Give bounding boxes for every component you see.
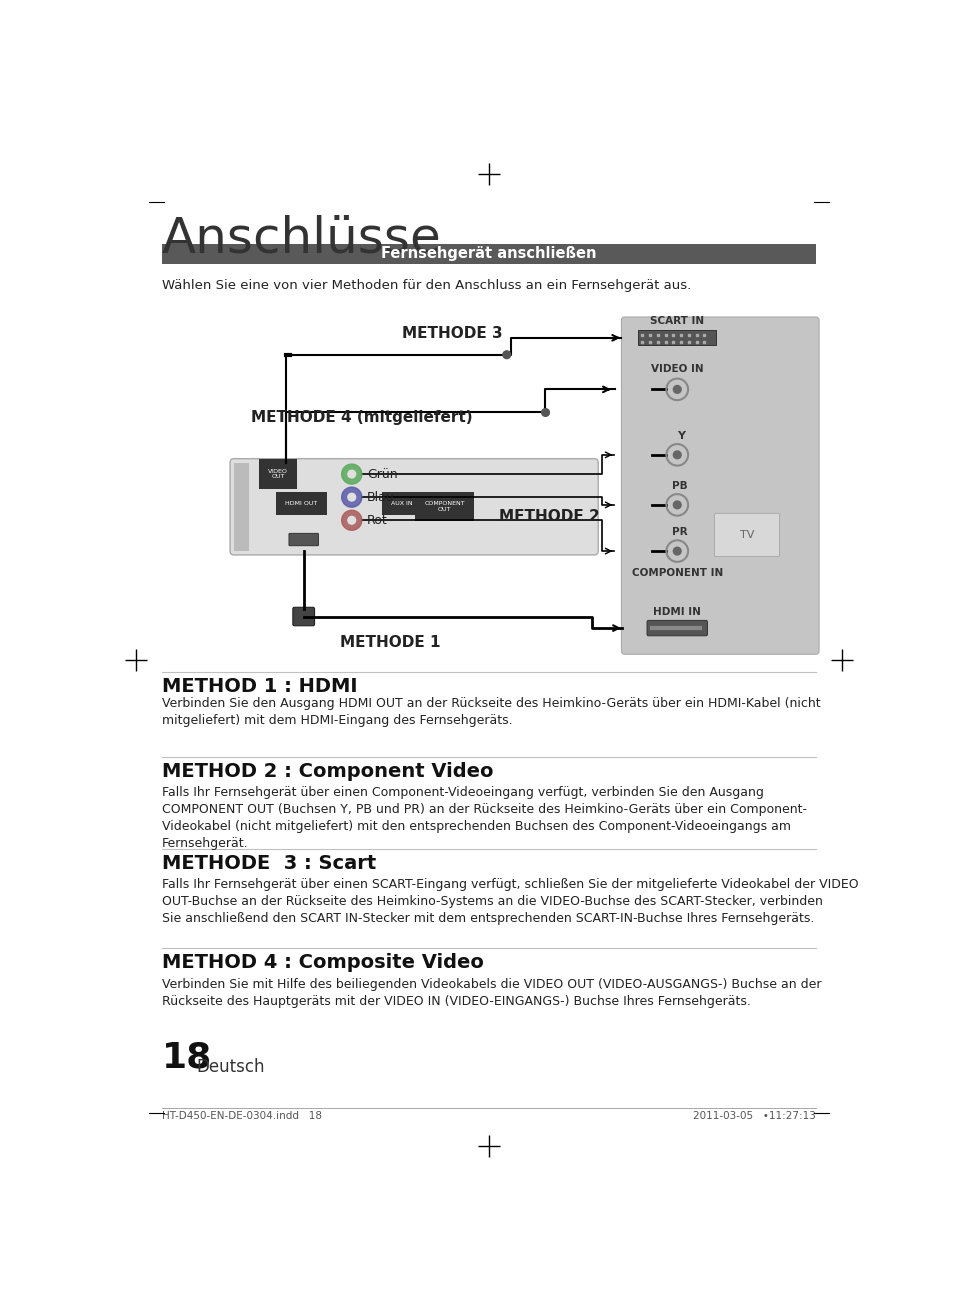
FancyBboxPatch shape xyxy=(293,608,314,626)
Circle shape xyxy=(502,350,510,358)
Text: METHODE 3: METHODE 3 xyxy=(402,325,502,341)
Text: Rot: Rot xyxy=(367,514,388,527)
Text: Verbinden Sie mit Hilfe des beiliegenden Videokabels die VIDEO OUT (VIDEO-AUSGAN: Verbinden Sie mit Hilfe des beiliegenden… xyxy=(162,979,821,1009)
Text: METHODE 1: METHODE 1 xyxy=(340,635,440,650)
Text: VIDEO IN: VIDEO IN xyxy=(650,363,702,374)
Text: TV: TV xyxy=(739,529,754,540)
Text: VIDEO
OUT: VIDEO OUT xyxy=(268,469,288,480)
Circle shape xyxy=(341,488,361,507)
Text: Verbinden Sie den Ausgang HDMI OUT an der Rückseite des Heimkino-Geräts über ein: Verbinden Sie den Ausgang HDMI OUT an de… xyxy=(162,698,820,728)
FancyBboxPatch shape xyxy=(289,533,318,546)
Bar xyxy=(638,331,716,345)
Bar xyxy=(162,244,815,264)
Text: Fernsehgerät anschließen: Fernsehgerät anschließen xyxy=(381,246,596,261)
Bar xyxy=(233,463,249,552)
Circle shape xyxy=(673,501,680,508)
Text: HT-D450-EN-DE-0304.indd   18: HT-D450-EN-DE-0304.indd 18 xyxy=(162,1111,321,1121)
Text: HDMI IN: HDMI IN xyxy=(653,608,700,617)
Text: COMPONENT IN: COMPONENT IN xyxy=(631,569,722,578)
Circle shape xyxy=(673,451,680,459)
Text: Grün: Grün xyxy=(367,468,397,481)
Text: SCART IN: SCART IN xyxy=(650,316,703,327)
Text: METHOD 1 : HDMI: METHOD 1 : HDMI xyxy=(162,677,357,697)
Text: METHODE 2: METHODE 2 xyxy=(498,508,599,524)
Text: COMPONENT
OUT: COMPONENT OUT xyxy=(424,501,464,512)
FancyBboxPatch shape xyxy=(620,318,819,655)
Text: PB: PB xyxy=(671,481,687,491)
Circle shape xyxy=(348,493,355,501)
Text: Blau: Blau xyxy=(367,490,395,503)
Circle shape xyxy=(348,516,355,524)
Text: Falls Ihr Fernsehgerät über einen SCART-Eingang verfügt, schließen Sie der mitge: Falls Ihr Fernsehgerät über einen SCART-… xyxy=(162,878,858,925)
Text: Y: Y xyxy=(677,431,684,440)
Text: METHODE  3 : Scart: METHODE 3 : Scart xyxy=(162,855,375,873)
Text: Falls Ihr Fernsehgerät über einen Component-Videoeingang verfügt, verbinden Sie : Falls Ihr Fernsehgerät über einen Compon… xyxy=(162,786,806,850)
Text: METHODE 4 (mitgeliefert): METHODE 4 (mitgeliefert) xyxy=(251,410,472,425)
Circle shape xyxy=(341,510,361,531)
Text: HDMI OUT: HDMI OUT xyxy=(285,501,317,506)
Circle shape xyxy=(673,386,680,393)
Circle shape xyxy=(348,471,355,478)
Text: Wählen Sie eine von vier Methoden für den Anschluss an ein Fernsehgerät aus.: Wählen Sie eine von vier Methoden für de… xyxy=(162,280,690,293)
Text: 18: 18 xyxy=(162,1040,212,1074)
Text: PR: PR xyxy=(671,527,687,537)
Text: Deutsch: Deutsch xyxy=(196,1059,265,1076)
FancyBboxPatch shape xyxy=(714,514,779,557)
Circle shape xyxy=(673,548,680,555)
Text: METHOD 2 : Component Video: METHOD 2 : Component Video xyxy=(162,762,493,782)
Circle shape xyxy=(341,464,361,484)
FancyBboxPatch shape xyxy=(230,459,598,555)
Text: 2011-03-05   •11:27:13: 2011-03-05 •11:27:13 xyxy=(693,1111,815,1121)
FancyBboxPatch shape xyxy=(646,621,707,635)
Text: METHOD 4 : Composite Video: METHOD 4 : Composite Video xyxy=(162,953,483,972)
Text: AUX IN: AUX IN xyxy=(391,501,413,506)
Circle shape xyxy=(541,409,549,417)
Text: Anschlüsse: Anschlüsse xyxy=(162,214,441,263)
